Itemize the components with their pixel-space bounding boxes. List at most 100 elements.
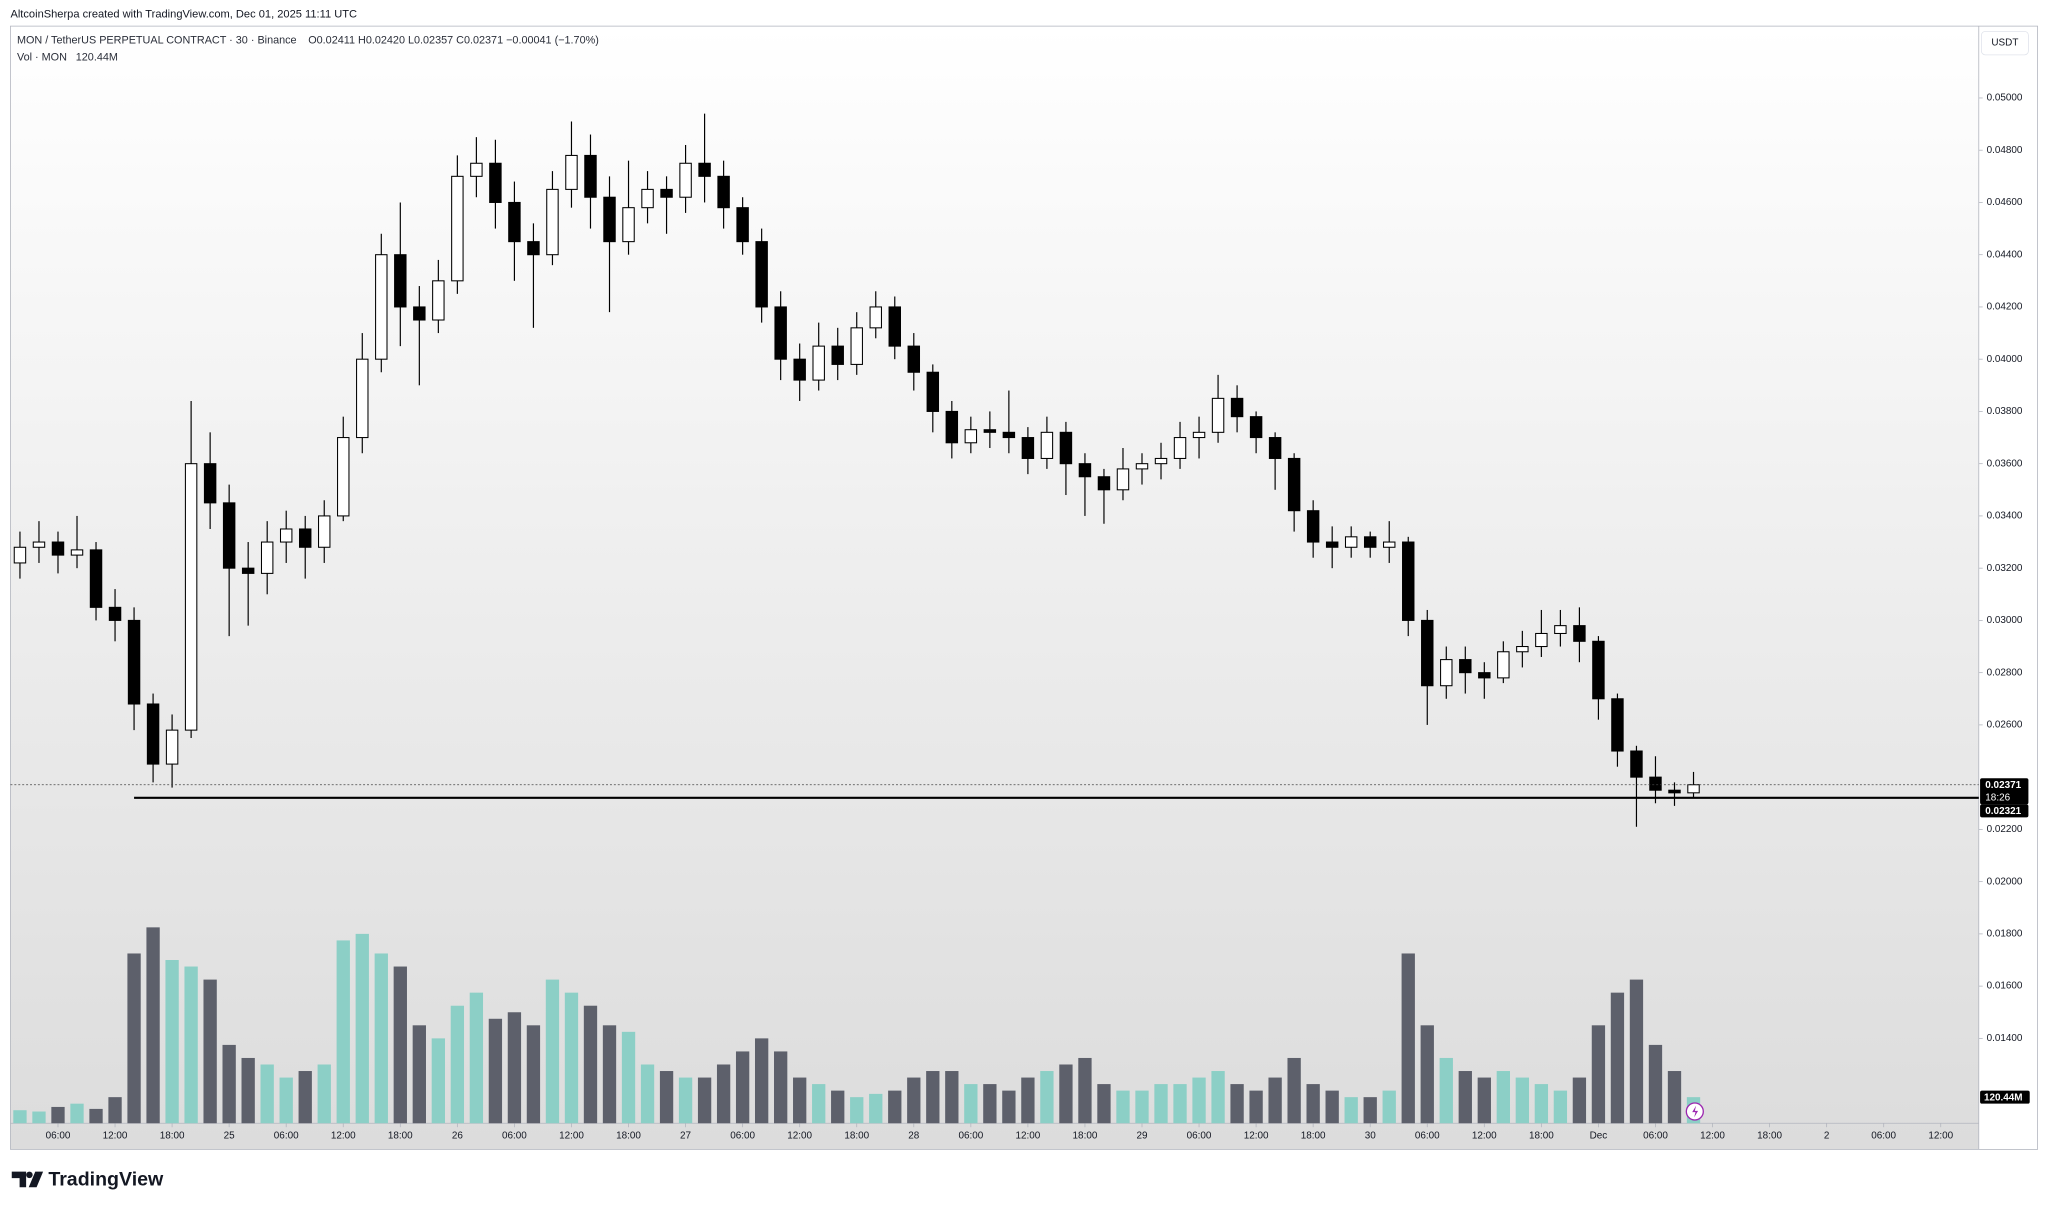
x-tick-label: 28 — [908, 1130, 920, 1141]
volume-bar — [317, 1064, 331, 1124]
x-tick-label: 12:00 — [787, 1130, 812, 1141]
volume-bar — [431, 1038, 446, 1124]
volume-bar — [716, 1064, 731, 1124]
x-tick-label: 06:00 — [1187, 1130, 1212, 1141]
x-tick-label: 12:00 — [103, 1130, 128, 1141]
volume-bar — [697, 1077, 712, 1124]
candle-body — [1230, 397, 1244, 418]
candle-body — [622, 207, 635, 243]
x-tick-label: 12:00 — [1015, 1130, 1040, 1141]
volume-bar — [774, 1051, 788, 1124]
candle-body — [1440, 659, 1453, 687]
volume-bar — [89, 1108, 103, 1124]
volume-bar — [1059, 1064, 1073, 1124]
candle-body — [660, 188, 673, 198]
y-tick-label: 0.02600 — [1987, 720, 2023, 731]
x-tick-label: 06:00 — [274, 1130, 299, 1141]
last-price-label: 0.02371 — [1985, 780, 2021, 791]
candle-body — [1516, 646, 1529, 653]
volume-bar — [926, 1071, 940, 1124]
y-tick-label: 0.02800 — [1987, 667, 2023, 678]
volume-bar — [165, 960, 179, 1124]
candle-body — [1192, 431, 1206, 439]
candle-body — [394, 254, 407, 308]
x-tick-label: 26 — [452, 1130, 464, 1141]
candle-body — [1135, 463, 1149, 470]
candle-body — [51, 541, 65, 556]
candle-body — [1154, 457, 1168, 465]
volume-bar — [1401, 953, 1415, 1124]
volume-bar — [1344, 1097, 1358, 1124]
x-tick-label: 2 — [1824, 1130, 1830, 1141]
volume-bar — [184, 966, 198, 1124]
candle-body — [527, 241, 540, 256]
volume-bar — [564, 992, 579, 1124]
volume-bar — [621, 1031, 636, 1124]
candle-body — [1306, 510, 1320, 543]
candle-body — [945, 410, 959, 444]
symbol: MON / TetherUS PERPETUAL CONTRACT · 30 ·… — [17, 34, 297, 46]
currency-label[interactable]: USDT — [1991, 38, 2018, 49]
y-tick-label: 0.01600 — [1987, 981, 2023, 992]
brand: TradingView — [48, 1168, 164, 1190]
x-tick-label: 18:00 — [1301, 1130, 1326, 1141]
candle-body — [89, 549, 103, 608]
candle-body — [108, 606, 122, 621]
candle-body — [508, 201, 521, 243]
y-tick-label: 0.01800 — [1987, 929, 2023, 940]
volume-bar — [583, 1005, 598, 1124]
volume-bar — [812, 1084, 826, 1124]
volume-bar — [793, 1077, 807, 1124]
x-tick-label: 30 — [1365, 1130, 1377, 1141]
countdown-label: 18:26 — [1985, 792, 2010, 803]
candle-body — [1325, 541, 1339, 548]
candle-body — [736, 207, 749, 243]
volume-bar — [203, 979, 217, 1124]
x-tick-label: 06:00 — [502, 1130, 527, 1141]
candle-body — [983, 429, 997, 433]
candle-body — [1116, 468, 1130, 491]
volume-bar — [1629, 979, 1644, 1124]
volume-bar — [1477, 1077, 1491, 1124]
candle-body — [565, 154, 578, 190]
candle-body — [1344, 536, 1358, 548]
y-tick-label: 0.04200 — [1987, 302, 2023, 313]
volume-bar — [1154, 1084, 1168, 1124]
volume-bar — [393, 966, 407, 1124]
x-tick-label: 06:00 — [1643, 1130, 1668, 1141]
candle-body — [489, 162, 502, 203]
candle-body — [755, 241, 768, 308]
candle-body — [1421, 619, 1434, 687]
volume-bar — [526, 1025, 541, 1124]
y-tick-label: 0.02000 — [1987, 876, 2023, 887]
logo-icon — [11, 1171, 44, 1188]
volume-bar — [1078, 1057, 1092, 1124]
volume-bar — [1268, 1077, 1282, 1124]
candle-body — [1211, 397, 1225, 433]
candle-body — [356, 358, 369, 439]
candle-body — [127, 619, 141, 705]
candle-body — [1383, 541, 1396, 548]
x-tick-label: 06:00 — [730, 1130, 755, 1141]
logo: TradingView — [11, 1168, 164, 1190]
candle-body — [1287, 457, 1301, 512]
candle-body — [260, 541, 274, 574]
volume-name: Vol · MON — [17, 51, 67, 63]
volume-bar — [964, 1084, 978, 1124]
volume-bar — [32, 1111, 46, 1124]
volume-bar — [1230, 1084, 1244, 1124]
x-tick-label: 18:00 — [388, 1130, 413, 1141]
volume-bar — [983, 1084, 997, 1124]
volume-bar — [907, 1077, 921, 1124]
volume-bar — [412, 1025, 426, 1124]
x-tick-label: 06:00 — [1871, 1130, 1896, 1141]
volume-bar — [469, 992, 484, 1124]
volume-bar — [1097, 1084, 1111, 1124]
x-tick-label: 18:00 — [1073, 1130, 1098, 1141]
volume-bar — [1116, 1090, 1130, 1124]
candle-body — [375, 254, 388, 360]
currency-button[interactable] — [1980, 30, 2029, 56]
volume-bar — [374, 953, 388, 1124]
y-tick-label: 0.02200 — [1987, 824, 2023, 835]
